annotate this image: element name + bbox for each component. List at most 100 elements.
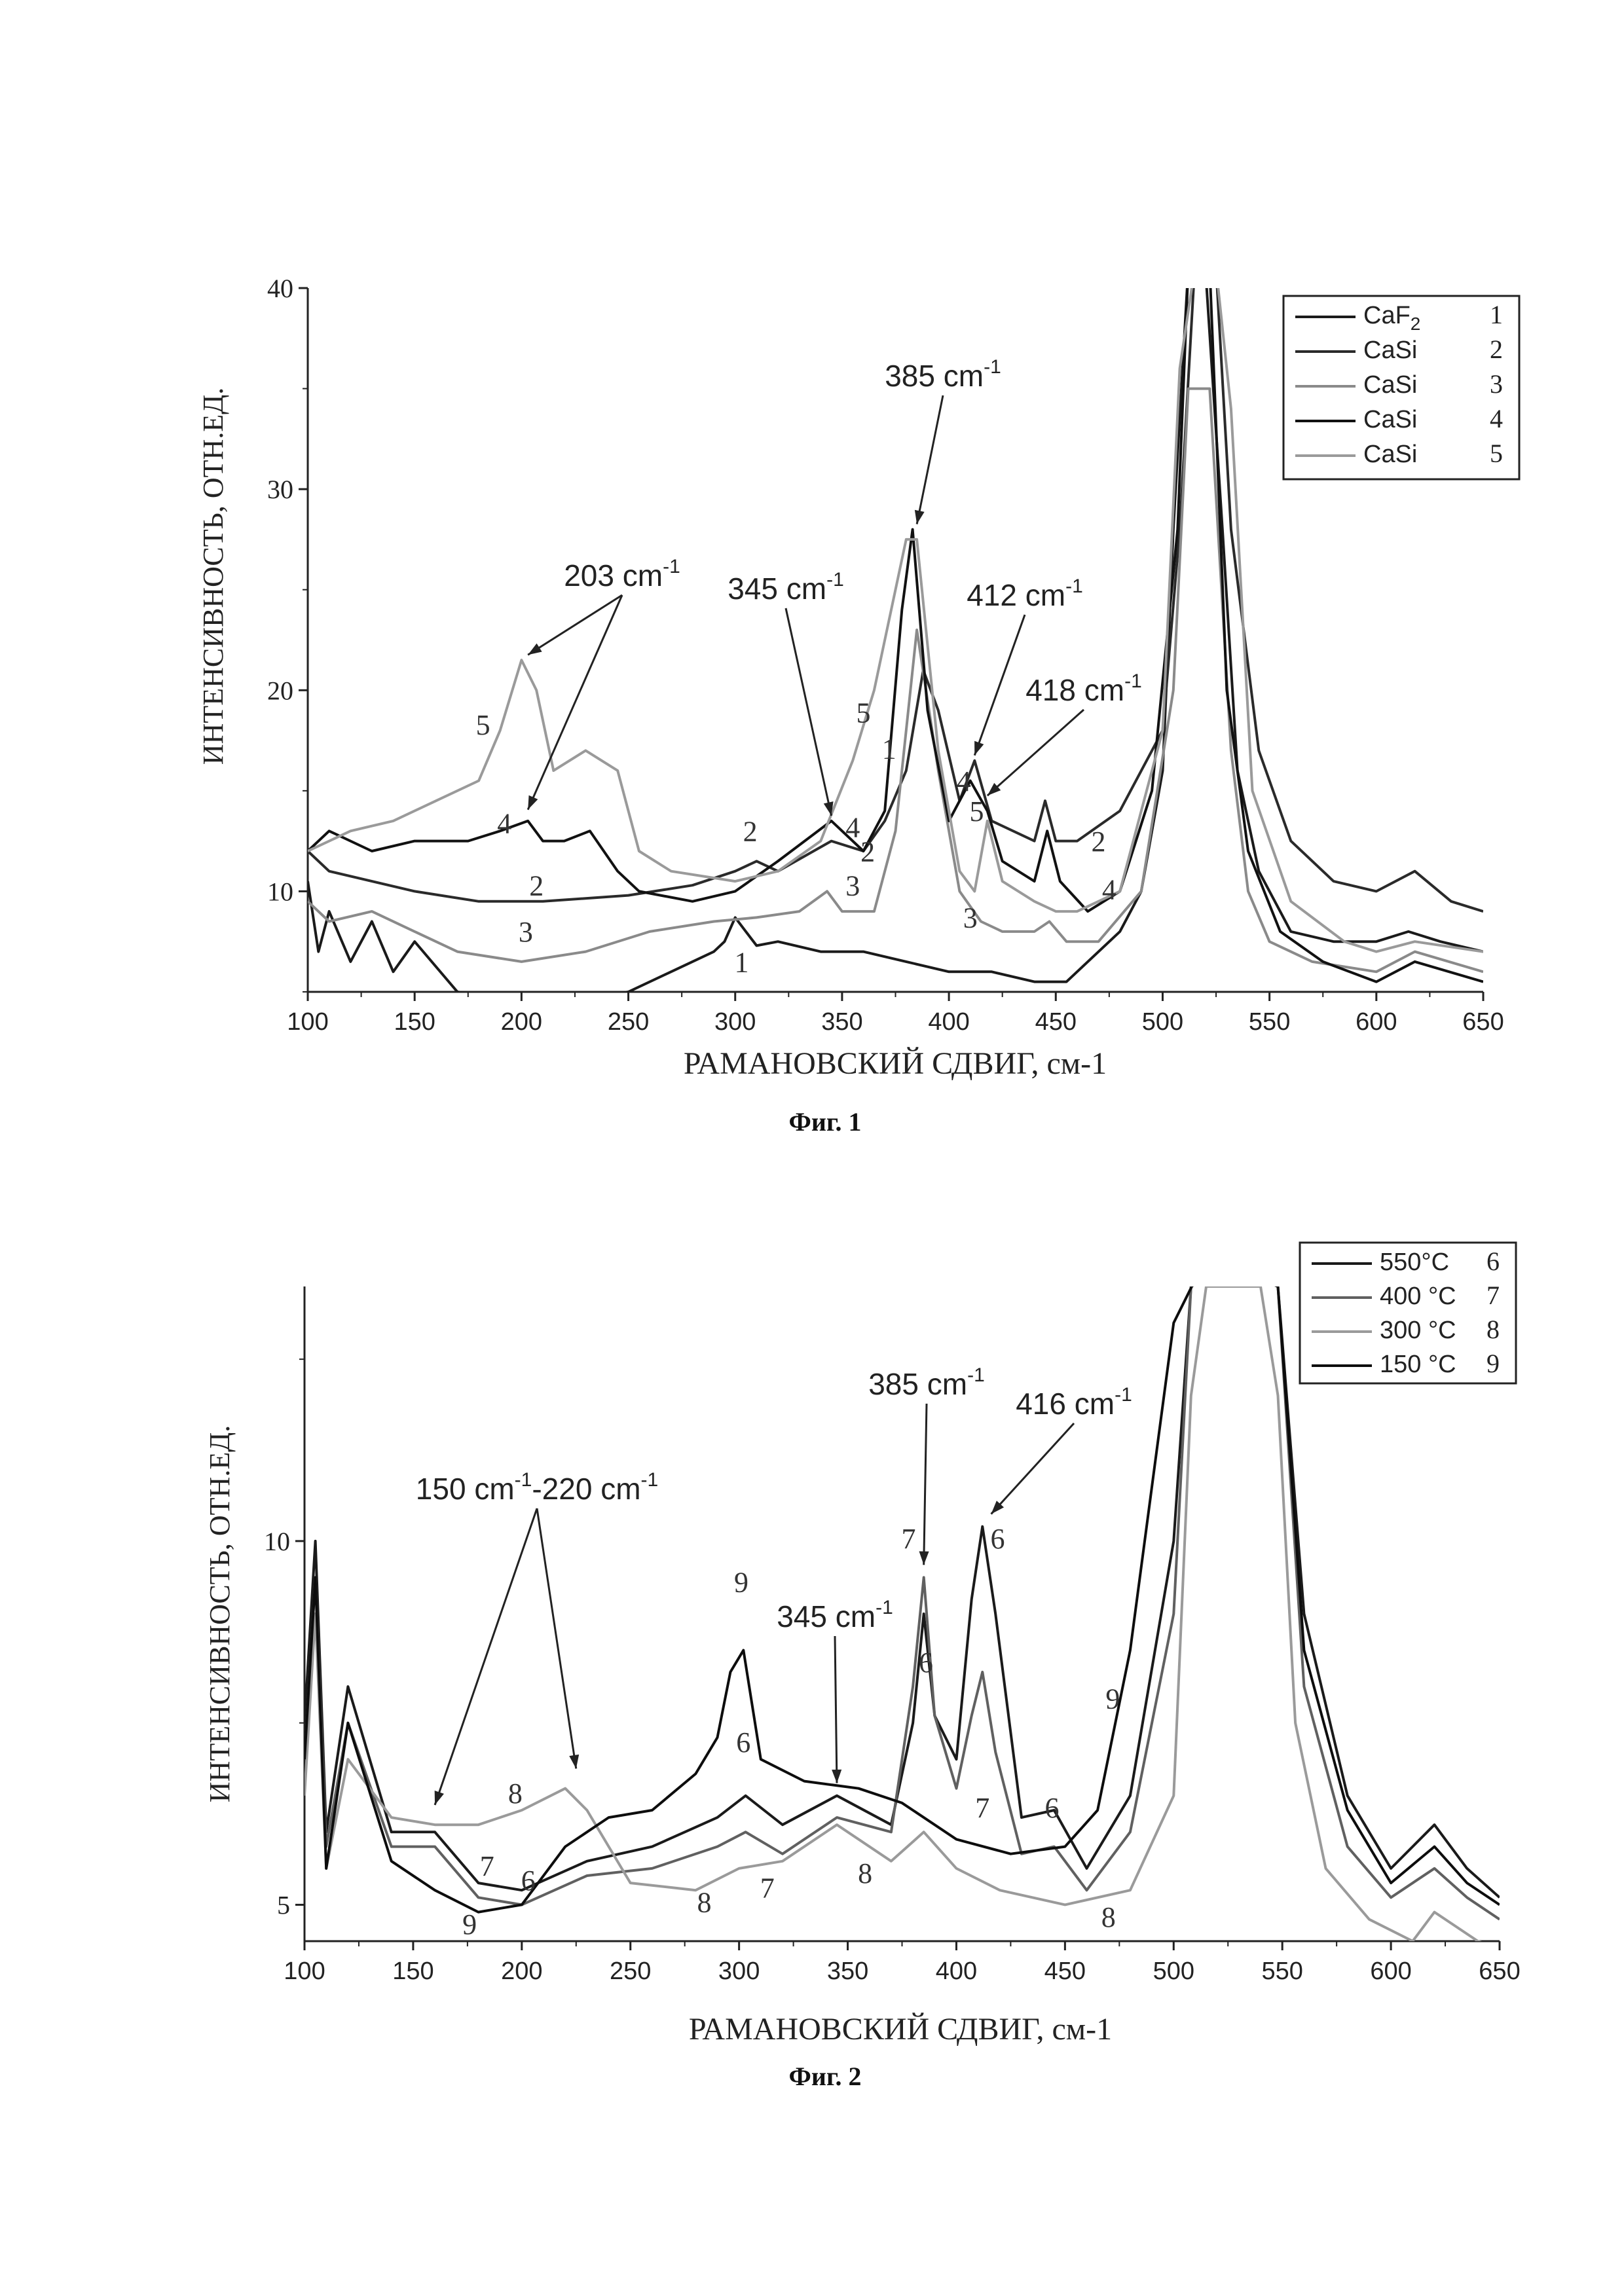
curve-number-label: 7	[901, 1523, 915, 1555]
curve-number-label: 9	[734, 1567, 748, 1599]
curve-number-label: 2	[1092, 826, 1106, 858]
x-tick-label: 200	[501, 1958, 542, 1985]
legend-entry: 150 °C	[1380, 1351, 1456, 1378]
curve-number-label: 3	[845, 870, 860, 902]
x-tick-label: 100	[284, 1958, 325, 1985]
legend-entry: 400 °C	[1380, 1283, 1456, 1310]
legend-number: 6	[1486, 1247, 1500, 1276]
x-tick-label: 350	[821, 1008, 862, 1036]
x-tick-label: 250	[610, 1958, 651, 1985]
legend-entry: CaSi	[1363, 337, 1417, 364]
curve-number-label: 6	[1044, 1792, 1059, 1824]
x-tick-label: 450	[1044, 1958, 1086, 1985]
x-axis-label: РАМАНОВСКИЙ СДВИГ, см-1	[684, 1046, 1107, 1081]
curve-number-label: 4	[1102, 874, 1116, 906]
x-tick-label: 200	[501, 1008, 542, 1036]
curve-number-label: 7	[480, 1850, 494, 1882]
curve-number-label: 8	[697, 1887, 712, 1919]
annotation-arrow	[784, 608, 833, 816]
x-tick-label: 350	[827, 1958, 868, 1985]
x-tick-label: 500	[1142, 1008, 1183, 1036]
peak-annotation: 345 cm-1	[728, 569, 844, 606]
y-tick-label: 5	[277, 1890, 290, 1920]
curve-number-label: 6	[736, 1726, 750, 1758]
legend-entry: CaSi	[1363, 371, 1417, 399]
series-line-1	[308, 288, 1483, 992]
peak-annotation: 203 cm-1	[564, 556, 680, 592]
curve-number-label: 2	[743, 816, 758, 848]
x-tick-label: 650	[1462, 1008, 1504, 1036]
y-axis-label: ИНТЕНСИВНОСТЬ, ОТН.ЕД.	[197, 388, 229, 765]
annotation-arrowhead	[987, 782, 1001, 796]
legend-entry: CaSi	[1363, 406, 1417, 433]
legend-number: 9	[1486, 1349, 1500, 1378]
annotation-arrow	[986, 708, 1084, 797]
x-tick-label: 150	[392, 1958, 434, 1985]
annotation-arrow	[990, 1422, 1075, 1515]
curve-number-label: 7	[975, 1792, 989, 1824]
series-line-3	[308, 387, 1483, 974]
curve-number-label: 1	[735, 946, 749, 978]
annotation-arrow	[834, 1635, 838, 1783]
annotation-arrow	[536, 1508, 578, 1769]
annotation-arrow	[923, 1403, 928, 1565]
curve-number-label: 6	[521, 1865, 536, 1897]
x-tick-label: 450	[1035, 1008, 1077, 1036]
curve-number-label: 5	[857, 697, 871, 729]
annotation-arrow	[434, 1508, 538, 1806]
legend-entry: CaSi	[1363, 441, 1417, 468]
annotation-arrowhead	[434, 1791, 444, 1805]
annotation-arrow	[527, 594, 623, 656]
series-line-5	[308, 288, 1483, 953]
raman-chart-fig1: 100 150 200 250 300 350 400 450 500 550 600 650 10 20…	[197, 274, 1521, 1081]
series-group	[308, 288, 1483, 992]
curve-number-label: 4	[845, 812, 860, 844]
y-tick-label: 30	[267, 475, 293, 504]
x-tick-label: 550	[1249, 1008, 1290, 1036]
curve-number-label: 7	[760, 1872, 775, 1904]
legend-number: 5	[1490, 439, 1503, 468]
annotation-arrow	[915, 395, 944, 524]
curve-number-label: 5	[476, 709, 490, 741]
peak-annotation: 385 cm-1	[885, 356, 1001, 393]
legend-number: 8	[1486, 1315, 1500, 1344]
raman-chart-fig2: 100 150 200 250 300 350 400 450 500 550 600 650 5 10 И…	[204, 1241, 1521, 2047]
annotation-arrow	[973, 614, 1026, 756]
x-tick-label: 300	[714, 1008, 756, 1036]
series-line-9	[304, 1286, 1500, 1914]
annotation-arrowhead	[528, 795, 538, 810]
annotation-arrowhead	[919, 1551, 929, 1565]
legend-number: 3	[1490, 369, 1503, 399]
y-tick-label: 10	[267, 877, 293, 906]
curve-number-label: 6	[991, 1523, 1005, 1555]
series-line-6	[304, 1286, 1500, 1899]
annotation-arrowhead	[528, 643, 542, 655]
curve-number-label: 8	[508, 1777, 523, 1810]
annotation-arrowhead	[974, 740, 984, 756]
curve-number-label: 9	[1105, 1683, 1120, 1715]
legend-number: 1	[1490, 300, 1503, 329]
x-tick-label: 400	[936, 1958, 977, 1985]
series-line-4	[308, 288, 1483, 983]
annotation-arrowhead	[832, 1769, 842, 1783]
y-tick-label: 20	[267, 676, 293, 705]
x-tick-label: 650	[1479, 1958, 1520, 1985]
x-tick-label: 550	[1261, 1958, 1302, 1985]
peak-annotation: 385 cm-1	[868, 1364, 985, 1401]
curve-number-label: 3	[519, 916, 533, 948]
curve-number-label: 1	[882, 733, 896, 765]
curve-number-label: 8	[858, 1857, 872, 1889]
peak-annotation: 150 cm-1-220 cm-1	[416, 1469, 658, 1506]
annotation-arrow	[526, 594, 623, 811]
legend-entry: 300 °C	[1380, 1317, 1456, 1344]
curve-number-label: 4	[957, 765, 971, 797]
peak-annotation: 412 cm-1	[967, 575, 1083, 612]
legend-entry: 550°C	[1380, 1248, 1449, 1276]
curve-number-label: 2	[860, 835, 875, 867]
y-tick-label: 10	[264, 1527, 290, 1556]
series-line-2	[308, 288, 1483, 913]
x-tick-label: 150	[394, 1008, 435, 1036]
legend-box	[1299, 1241, 1517, 1385]
annotation-arrowhead	[569, 1754, 580, 1769]
annotation-arrowhead	[991, 1501, 1005, 1514]
